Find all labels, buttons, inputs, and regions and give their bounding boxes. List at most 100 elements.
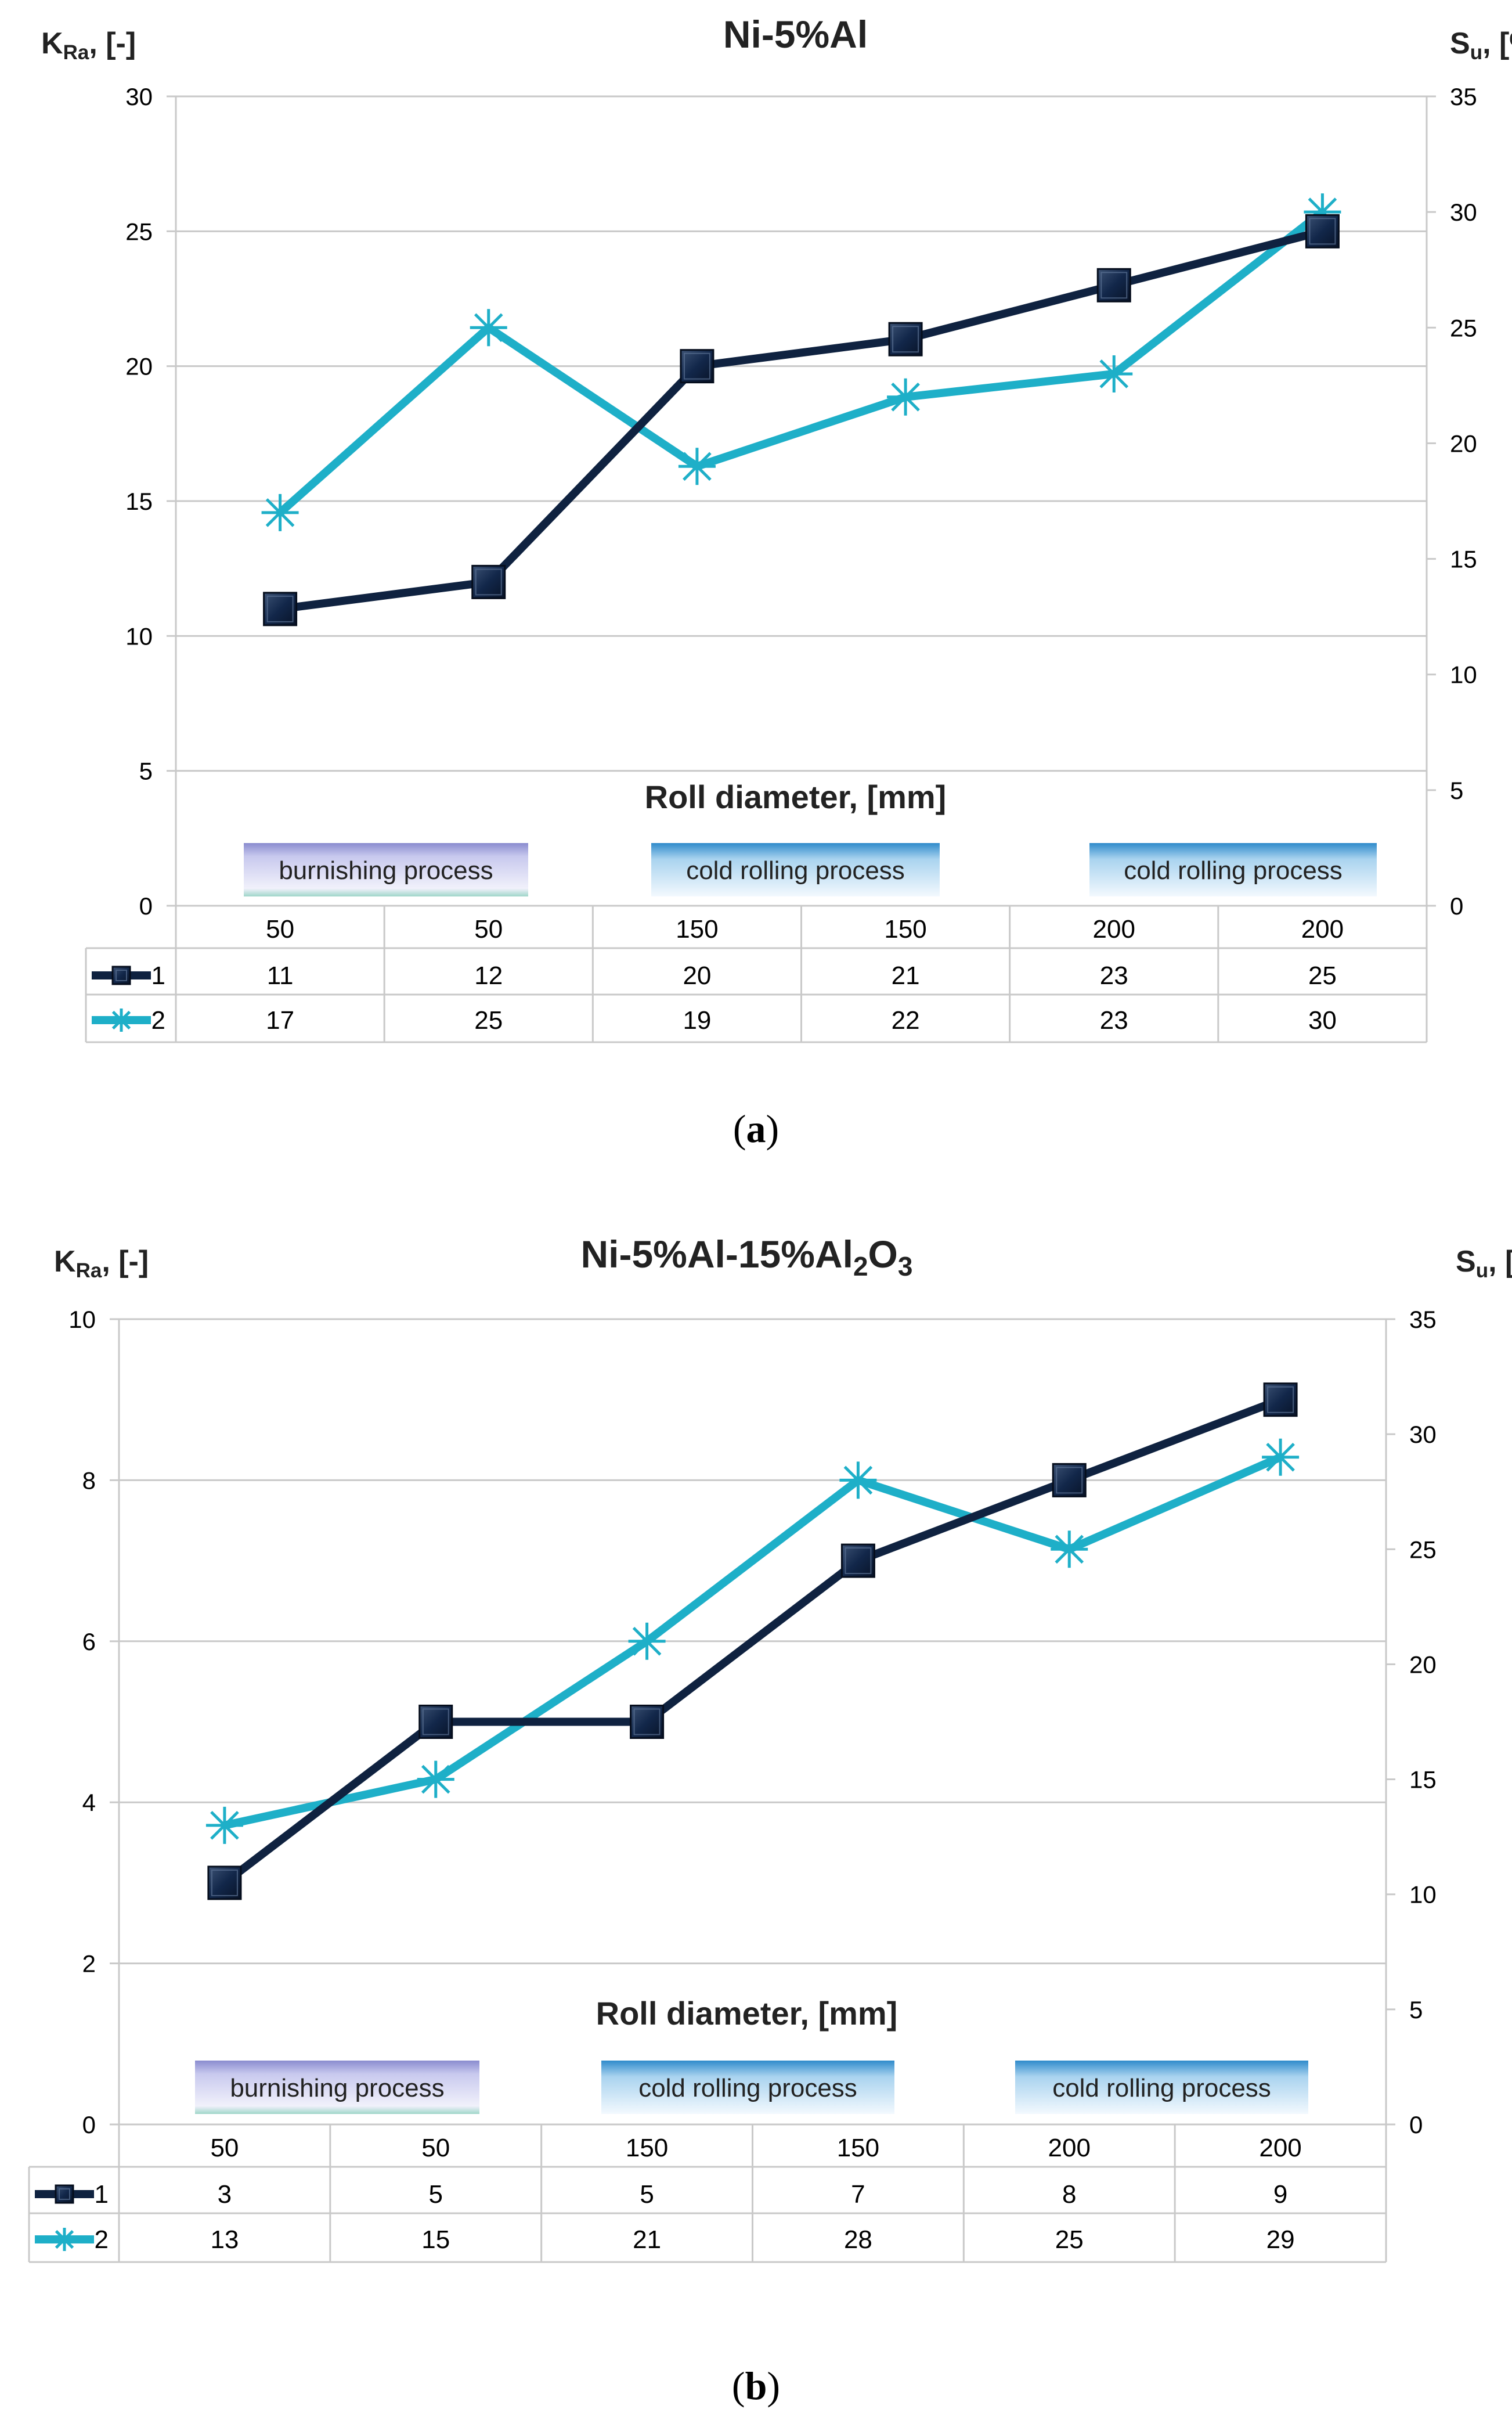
process-band [244, 843, 528, 896]
legend-key-star [53, 2228, 76, 2251]
y-left-tick-label: 10 [125, 622, 153, 650]
table-value: 9 [1273, 2180, 1287, 2209]
caption-a-letter: a [746, 1107, 766, 1151]
series-line [220, 1453, 1285, 1829]
legend-label: 2 [151, 1006, 165, 1035]
chart-title: Ni-5%Al [723, 13, 868, 56]
data-point-square [418, 1705, 453, 1739]
data-point-star-stroke [265, 498, 295, 527]
table-value: 17 [266, 1006, 294, 1035]
table-category: 50 [421, 2134, 450, 2162]
y-right-tick-label: 10 [1409, 1881, 1437, 1908]
table-value: 23 [1100, 961, 1128, 990]
table-value: 8 [1062, 2180, 1076, 2209]
data-point-square-body [418, 1705, 453, 1739]
table-value: 21 [892, 961, 920, 990]
data-point-square-body [888, 322, 923, 356]
table-value: 21 [633, 2225, 661, 2254]
data-point-star [1095, 355, 1133, 392]
legend-key-star-stroke [111, 1010, 131, 1030]
data-point-star [417, 1760, 454, 1798]
y-left-tick-label: 5 [139, 758, 153, 785]
data-point-square-bevel [211, 1869, 238, 1896]
table-value: 28 [844, 2225, 872, 2254]
left-axis-label: KRa, [-] [54, 1245, 149, 1282]
data-point-square-body [1305, 214, 1340, 248]
data-point-star-stroke [683, 452, 712, 481]
data-point-star-stroke [1055, 1535, 1084, 1564]
data-point-square-bevel [266, 595, 294, 622]
data-point-square-bevel [633, 1708, 661, 1735]
data-point-square-bevel [422, 1708, 449, 1735]
data-point-square [1305, 214, 1340, 248]
process-label: cold rolling process [1052, 2074, 1271, 2102]
process-band [1089, 843, 1377, 896]
table-value: 19 [683, 1006, 711, 1035]
data-point-star-stroke [474, 313, 503, 343]
y-left-tick-label: 30 [125, 83, 153, 110]
table-category: 200 [1259, 2134, 1301, 2162]
data-point-square-bevel [1056, 1467, 1083, 1494]
data-point-star [470, 309, 507, 347]
y-right-tick-label: 10 [1450, 661, 1477, 689]
series-line [276, 208, 1327, 517]
y-right-tick-label: 20 [1409, 1651, 1437, 1678]
data-point-square [263, 592, 298, 626]
data-point-star-stroke [843, 1465, 873, 1495]
table-category: 50 [474, 915, 503, 943]
data-point-star [261, 494, 299, 531]
y-left-tick-label: 8 [82, 1467, 96, 1494]
x-axis-label: Roll diameter, [mm] [596, 1995, 898, 2032]
data-point-square-bevel [683, 352, 710, 380]
legend-key-square-body [55, 2184, 74, 2204]
data-point-star-stroke [421, 1764, 450, 1794]
data-point-square-body [680, 349, 714, 384]
data-point-square [630, 1705, 665, 1739]
y-left-tick-label: 10 [68, 1306, 96, 1333]
y-right-tick-label: 5 [1409, 1996, 1423, 2023]
table-value: 29 [1266, 2225, 1295, 2254]
data-point-square-bevel [1100, 272, 1128, 299]
y-left-tick-label: 6 [82, 1628, 96, 1655]
y-left-tick-label: 25 [125, 218, 153, 245]
data-point-star [678, 448, 716, 485]
y-left-tick-label: 0 [139, 892, 153, 920]
y-right-tick-label: 15 [1450, 546, 1477, 573]
chart-title: Ni-5%Al-15%Al2O3 [581, 1233, 913, 1281]
table-value: 7 [851, 2180, 865, 2209]
table-category: 200 [1048, 2134, 1091, 2162]
data-point-square-bevel [892, 326, 919, 353]
data-point-square [840, 1543, 875, 1578]
series-line [276, 227, 1327, 613]
process-band [1015, 2061, 1308, 2114]
table-value: 25 [1308, 961, 1337, 990]
data-point-square-bevel [1309, 218, 1336, 245]
data-point-star-stroke [632, 1626, 662, 1656]
process-label: burnishing process [230, 2074, 444, 2102]
table-category: 150 [676, 915, 718, 943]
process-band [651, 843, 940, 896]
data-point-square [1052, 1463, 1087, 1497]
series-1 [207, 1382, 1298, 1900]
y-right-tick-label: 0 [1409, 2111, 1423, 2138]
legend-key-star [110, 1009, 133, 1032]
y-left-tick-label: 15 [125, 488, 153, 515]
y-left-tick-label: 4 [82, 1789, 96, 1816]
data-point-square [1096, 268, 1131, 302]
data-point-square [207, 1865, 242, 1900]
process-band [601, 2061, 894, 2114]
y-right-tick-label: 0 [1450, 892, 1463, 920]
legend-key-star-stroke [55, 2230, 74, 2249]
left-axis-label: KRa, [-] [41, 27, 136, 64]
y-right-tick-label: 15 [1409, 1766, 1437, 1793]
y-left-tick-label: 0 [82, 2111, 96, 2138]
table-category: 200 [1301, 915, 1344, 943]
data-point-star [628, 1622, 666, 1660]
series-2 [261, 193, 1341, 531]
x-axis-label: Roll diameter, [mm] [645, 779, 947, 815]
table-category: 150 [884, 915, 926, 943]
y-right-tick-label: 25 [1409, 1536, 1437, 1563]
legend-key-square-bevel [116, 970, 127, 981]
process-label: cold rolling process [638, 2074, 857, 2102]
